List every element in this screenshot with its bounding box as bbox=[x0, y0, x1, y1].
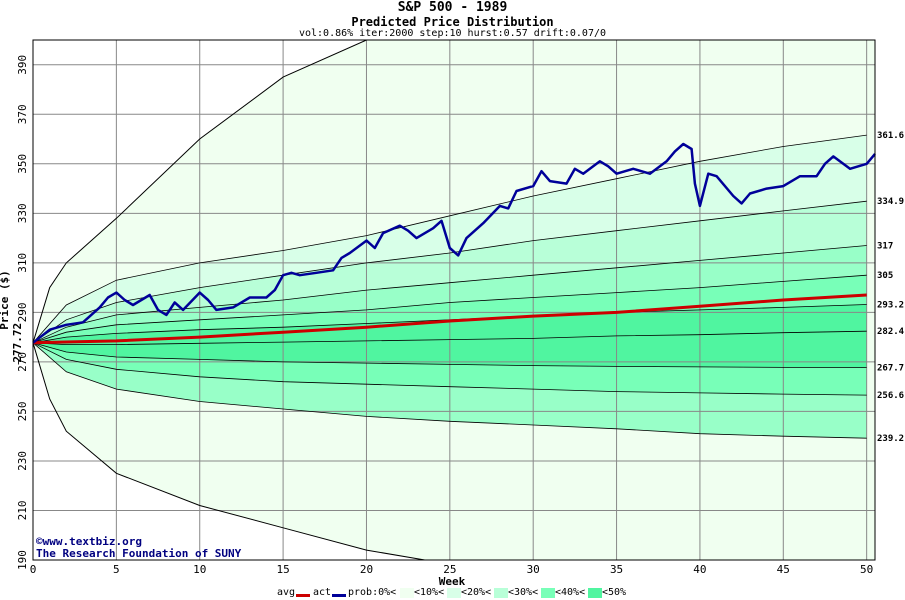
quantile-line-5 bbox=[32, 330, 867, 345]
y-axis-label: Price ($) bbox=[0, 270, 11, 330]
legend-band-10-label: <10%< bbox=[414, 587, 445, 598]
y-tick-label-190: 190 bbox=[16, 550, 29, 570]
y-tick-label-370: 370 bbox=[16, 104, 29, 124]
credit-organization: The Research Foundation of SUNY bbox=[36, 547, 242, 560]
legend: avg act prob:0%< <10%< <20%< <30%< <40%<… bbox=[0, 587, 905, 600]
quantile-line-4 bbox=[32, 304, 867, 344]
chart-subtitle: Predicted Price Distribution bbox=[351, 15, 554, 29]
legend-act-swatch bbox=[332, 594, 346, 597]
x-tick-label-30: 30 bbox=[527, 563, 540, 576]
x-tick-label-20: 20 bbox=[360, 563, 373, 576]
y-tick-label-250: 250 bbox=[16, 401, 29, 421]
credit-website: ©www.textbiz.org bbox=[36, 535, 142, 548]
avg-line bbox=[32, 293, 867, 345]
quantile-lines bbox=[32, 39, 867, 561]
quantile-line-0 bbox=[32, 134, 867, 344]
legend-band-outer-swatch bbox=[400, 588, 414, 598]
quantile-line-8 bbox=[32, 342, 867, 439]
plot-frame bbox=[32, 39, 876, 561]
legend-avg-swatch bbox=[296, 594, 310, 597]
legend-avg-label: avg bbox=[277, 587, 296, 598]
quantile-line-2 bbox=[32, 245, 867, 344]
legend-band-50-label: <50% bbox=[602, 587, 627, 598]
quantile-label-0: 361.6 bbox=[877, 131, 904, 141]
series-lines bbox=[32, 142, 876, 345]
quantile-line-3 bbox=[32, 274, 867, 344]
y-tick-label-390: 390 bbox=[16, 55, 29, 75]
quantile-label-8: 239.2 bbox=[877, 434, 904, 444]
quantile-label-6: 267.7 bbox=[877, 364, 904, 374]
y-tick-label-270: 270 bbox=[16, 352, 29, 372]
quantile-label-2: 317 bbox=[877, 242, 893, 252]
x-tick-label-50: 50 bbox=[860, 563, 873, 576]
y-tick-label-210: 210 bbox=[16, 501, 29, 521]
y-tick-label-290: 290 bbox=[16, 302, 29, 322]
x-tick-label-5: 5 bbox=[113, 563, 120, 576]
quantile-label-1: 334.9 bbox=[877, 197, 904, 207]
legend-band-30-label: <30%< bbox=[508, 587, 539, 598]
quantile-label-3: 305 bbox=[877, 271, 893, 281]
legend-band-20-label: <20%< bbox=[461, 587, 492, 598]
x-tick-label-35: 35 bbox=[610, 563, 623, 576]
legend-prob-label: prob:0%< bbox=[348, 587, 397, 598]
grid-lines bbox=[32, 40, 875, 561]
legend-band-40-swatch bbox=[588, 588, 602, 598]
x-tick-label-0: 0 bbox=[30, 563, 37, 576]
quantile-line-7 bbox=[32, 342, 867, 396]
quantile-label-4: 293.2 bbox=[877, 300, 904, 310]
chart-parameters: vol:0.86% iter:2000 step:10 hurst:0.57 d… bbox=[298, 28, 607, 39]
x-tick-label-25: 25 bbox=[443, 563, 456, 576]
start-price-label: 277.72 bbox=[11, 323, 24, 363]
y-tick-label-330: 330 bbox=[16, 203, 29, 223]
quantile-label-7: 256.6 bbox=[877, 391, 904, 401]
legend-band-20-swatch bbox=[494, 588, 508, 598]
x-tick-label-40: 40 bbox=[693, 563, 706, 576]
legend-act-label: act bbox=[313, 587, 332, 598]
actual-line bbox=[32, 142, 876, 344]
x-axis-label: Week bbox=[439, 575, 466, 588]
quantile-labels: 361.6 334.9 317 305 293.2 282.4 267.7 256.6 239.… bbox=[877, 131, 905, 444]
quantile-label-5: 282.4 bbox=[877, 327, 905, 337]
chart-title: S&P 500 - 1989 bbox=[397, 0, 508, 15]
y-tick-label-310: 310 bbox=[16, 253, 29, 273]
envelope-upper-line bbox=[32, 39, 425, 343]
y-tick-label-230: 230 bbox=[16, 451, 29, 471]
legend-band-40-label: <40%< bbox=[555, 587, 586, 598]
quantile-line-1 bbox=[32, 200, 867, 344]
quantile-line-6 bbox=[32, 342, 867, 368]
x-tick-label-45: 45 bbox=[777, 563, 790, 576]
envelope-lower-line bbox=[32, 342, 425, 561]
y-tick-label-350: 350 bbox=[16, 154, 29, 174]
legend-band-30-swatch bbox=[541, 588, 555, 598]
legend-band-10-swatch bbox=[447, 588, 461, 598]
x-tick-label-10: 10 bbox=[193, 563, 206, 576]
axis-labels: 0 5 10 15 20 25 30 35 40 45 50 190 210 230 250 270 290 31… bbox=[0, 55, 873, 588]
x-tick-label-15: 15 bbox=[276, 563, 289, 576]
